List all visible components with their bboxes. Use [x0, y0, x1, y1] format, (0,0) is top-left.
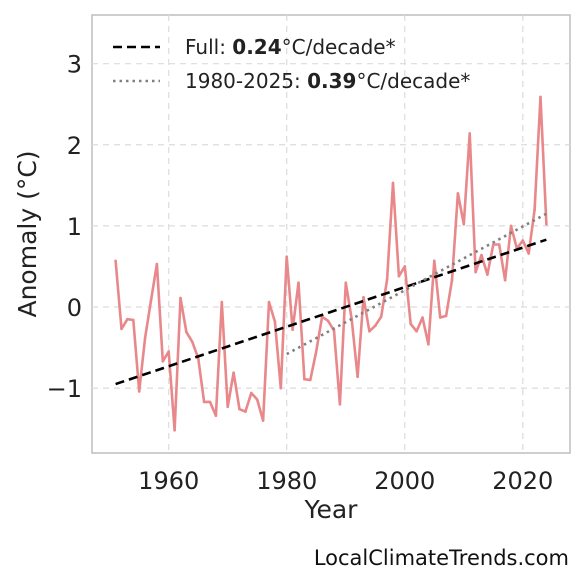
data-point — [462, 223, 466, 226]
data-point — [273, 320, 277, 323]
data-point — [232, 371, 235, 375]
data-point — [250, 391, 253, 395]
data-point — [291, 328, 294, 332]
data-point — [303, 377, 306, 381]
data-point — [450, 278, 454, 282]
legend-entry: 1980-2025: 0.39°C/decade* — [185, 69, 470, 93]
data-point — [356, 375, 359, 379]
data-point — [379, 315, 383, 319]
data-point — [503, 278, 507, 282]
data-point — [143, 336, 147, 340]
y-tick-label: 1 — [67, 213, 82, 241]
legend-unit: °C/decade* — [282, 35, 396, 59]
data-point — [267, 300, 271, 304]
legend-name: 1980-2025: — [185, 69, 307, 93]
data-point — [391, 181, 395, 185]
y-tick-label: 3 — [67, 51, 82, 79]
data-point — [374, 324, 377, 328]
data-point — [474, 270, 477, 274]
data-point — [208, 400, 212, 404]
data-point — [421, 316, 424, 319]
data-point — [114, 259, 117, 263]
data-point — [255, 398, 259, 401]
data-point — [533, 208, 536, 211]
x-axis-ticks: 1960 1980 2000 2020 — [138, 467, 553, 495]
y-axis-label: Anomaly (°C) — [13, 150, 42, 317]
data-point — [226, 405, 229, 409]
data-point — [214, 414, 218, 418]
data-point — [179, 296, 182, 300]
data-point — [297, 281, 300, 285]
trend-line-dashed — [115, 238, 547, 386]
data-point — [456, 192, 460, 195]
data-point — [486, 273, 489, 276]
data-point — [279, 386, 283, 390]
data-point — [468, 132, 472, 135]
data-point — [427, 343, 430, 346]
data-point — [409, 322, 413, 326]
data-point — [344, 281, 348, 285]
data-point — [309, 378, 312, 382]
data-point — [191, 340, 194, 344]
y-tick-label: 0 — [67, 294, 82, 322]
data-point — [244, 410, 247, 413]
data-point — [261, 419, 265, 422]
data-point — [438, 316, 442, 319]
data-point — [444, 314, 448, 318]
x-axis-label: Year — [304, 495, 359, 524]
x-tick-label: 1960 — [138, 467, 199, 495]
data-point — [521, 239, 525, 242]
legend: Full: 0.24°C/decade*1980-2025: 0.39°C/de… — [113, 35, 470, 93]
data-point — [238, 407, 241, 411]
data-point — [415, 330, 418, 333]
x-tick-label: 2000 — [374, 467, 435, 495]
data-point — [314, 350, 318, 353]
data-point — [137, 390, 141, 393]
trend-layer — [115, 212, 548, 386]
data-point — [362, 296, 365, 299]
data-point — [220, 300, 224, 304]
data-point — [397, 274, 401, 278]
data-point — [480, 253, 483, 257]
legend-name: Full: — [185, 35, 232, 59]
data-point — [385, 278, 389, 281]
data-layer — [114, 95, 548, 432]
data-point — [326, 319, 330, 323]
data-point — [132, 318, 135, 322]
data-point — [120, 327, 123, 331]
data-point — [149, 299, 153, 302]
data-point — [403, 265, 407, 268]
anomaly-series-line — [114, 95, 548, 432]
data-point — [497, 243, 501, 246]
data-point — [338, 403, 342, 406]
data-point — [202, 400, 206, 404]
data-point — [167, 350, 170, 353]
data-point — [492, 243, 495, 246]
data-point — [539, 95, 542, 99]
data-point — [161, 360, 165, 363]
legend-unit: °C/decade* — [356, 69, 470, 93]
data-point — [527, 252, 530, 255]
x-tick-label: 2020 — [492, 467, 553, 495]
x-tick-label: 1980 — [256, 467, 317, 495]
legend-slope-value: 0.24 — [232, 35, 281, 59]
legend-slope-value: 0.39 — [307, 69, 356, 93]
data-point — [433, 259, 436, 263]
data-point — [173, 429, 176, 432]
legend-entry: Full: 0.24°C/decade* — [185, 35, 396, 59]
y-tick-label: −1 — [47, 375, 82, 403]
data-point — [285, 255, 289, 258]
data-point — [368, 330, 371, 333]
data-point — [509, 224, 513, 228]
data-point — [545, 223, 548, 226]
source-label: LocalClimateTrends.com — [313, 546, 569, 570]
y-tick-label: 2 — [67, 132, 82, 160]
data-point — [185, 330, 188, 334]
data-point — [155, 262, 159, 266]
y-axis-ticks: −1 0 1 2 3 — [47, 51, 82, 403]
data-point — [126, 317, 129, 321]
